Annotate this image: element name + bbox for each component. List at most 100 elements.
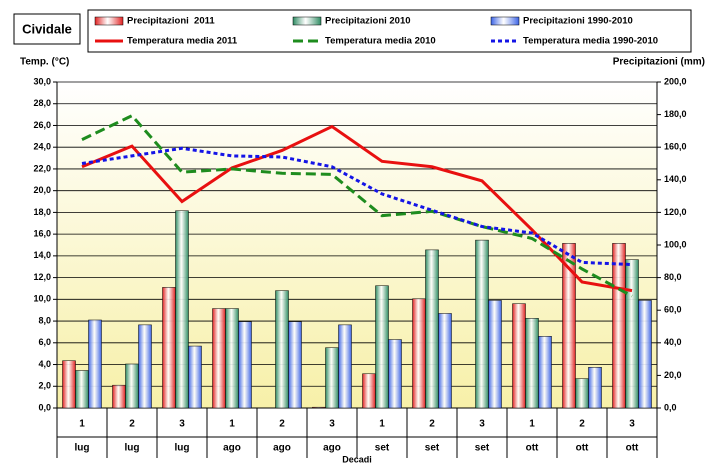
- legend-label: Temperatura media 1990-2010: [523, 36, 658, 47]
- legend-swatch: [490, 16, 520, 26]
- y-tick-label: 8,0: [38, 315, 51, 325]
- y-tick-label: 20,0: [33, 185, 51, 195]
- y-tick-label: 22,0: [33, 163, 51, 173]
- y-tick-label: 16,0: [33, 229, 51, 239]
- x-group-label: lug: [175, 443, 190, 454]
- bar: [162, 287, 176, 409]
- y-tick-label: 30,0: [33, 76, 51, 86]
- x-group-label: ago: [323, 443, 341, 454]
- y-tick-label: 24,0: [33, 142, 51, 152]
- legend-label: Precipitazioni 1990-2010: [523, 16, 633, 27]
- y2-tick-label: 200,0: [664, 76, 687, 86]
- y-tick-label: 14,0: [33, 250, 51, 260]
- bar: [275, 290, 289, 409]
- y-tick-label: 28,0: [33, 98, 51, 108]
- legend-box: [87, 9, 692, 53]
- plot-area: [57, 82, 657, 408]
- bar: [312, 406, 326, 409]
- bar: [362, 373, 376, 409]
- x-tick-label: 3: [479, 419, 485, 430]
- x-group-label: ago: [223, 443, 241, 454]
- y2-tick-label: 120,0: [664, 207, 687, 217]
- bar: [138, 324, 152, 409]
- legend-label: Temperatura media 2011: [127, 36, 238, 47]
- x-tick-label: 3: [629, 419, 635, 430]
- bar: [238, 321, 252, 409]
- legend-label: Temperatura media 2010: [325, 36, 436, 47]
- x-tick-label: 2: [579, 419, 585, 430]
- legend-swatch: [292, 16, 322, 26]
- x-group-label: lug: [75, 443, 90, 454]
- y2-tick-label: 140,0: [664, 174, 687, 184]
- bar: [212, 308, 226, 409]
- bar: [112, 384, 126, 409]
- x-group-label: lug: [125, 443, 140, 454]
- x-tick-label: 3: [329, 419, 335, 430]
- bar: [562, 243, 576, 409]
- y-tick-label: 18,0: [33, 207, 51, 217]
- y2-tick-label: 160,0: [664, 142, 687, 152]
- x-group-label: ott: [626, 443, 639, 454]
- line: [81, 146, 633, 267]
- bar: [525, 318, 539, 409]
- bar: [188, 345, 202, 409]
- bar: [588, 367, 602, 409]
- x-tick-label: 1: [79, 419, 85, 430]
- y-tick-label: 10,0: [33, 294, 51, 304]
- y-tick-label: 12,0: [33, 272, 51, 282]
- bar: [388, 339, 402, 409]
- bar: [512, 303, 526, 409]
- title-box: [13, 13, 81, 45]
- x-tick-label: 2: [279, 419, 285, 430]
- chart-title: Cividale: [22, 21, 72, 36]
- x-group-label: set: [425, 443, 440, 454]
- y-tick-label: 2,0: [38, 381, 51, 391]
- x-tick-label: 2: [129, 419, 135, 430]
- bar: [175, 210, 189, 409]
- x-axis-label: Decadi: [342, 454, 372, 464]
- y2-axis-label: Precipitazioni (mm): [613, 57, 705, 68]
- bar: [125, 363, 139, 409]
- bar: [62, 360, 76, 409]
- bar: [538, 336, 552, 409]
- bar: [88, 319, 102, 409]
- y-tick-label: 4,0: [38, 359, 51, 369]
- x-tick-label: 3: [179, 419, 185, 430]
- bar: [638, 300, 652, 409]
- bar: [575, 378, 589, 409]
- x-tick-label: 1: [529, 419, 535, 430]
- y2-tick-label: 80,0: [664, 272, 682, 282]
- x-tick-label: 2: [429, 419, 435, 430]
- y2-tick-label: 20,0: [664, 370, 682, 380]
- bar: [338, 324, 352, 409]
- bar: [625, 259, 639, 409]
- bar: [412, 298, 426, 409]
- bar: [225, 308, 239, 409]
- bar: [438, 313, 452, 409]
- x-group-label: set: [375, 443, 390, 454]
- bar: [325, 347, 339, 409]
- bar: [488, 300, 502, 409]
- y-axis-label: Temp. (°C): [20, 57, 69, 68]
- line: [81, 124, 633, 293]
- bar: [612, 243, 626, 409]
- y2-tick-label: 40,0: [664, 337, 682, 347]
- x-tick-label: 1: [229, 419, 235, 430]
- bar: [475, 239, 489, 409]
- x-group-label: ott: [576, 443, 589, 454]
- bar: [75, 370, 89, 409]
- y-tick-label: 6,0: [38, 337, 51, 347]
- y2-tick-label: 100,0: [664, 239, 687, 249]
- legend-label: Precipitazioni 2010: [325, 16, 411, 27]
- legend-swatch: [94, 16, 124, 26]
- y2-tick-label: 0,0: [664, 402, 677, 412]
- bar: [288, 321, 302, 409]
- y2-tick-label: 180,0: [664, 109, 687, 119]
- bar: [425, 249, 439, 409]
- legend-label: Precipitazioni 2011: [127, 16, 215, 27]
- x-tick-label: 1: [379, 419, 385, 430]
- x-group-label: ott: [526, 443, 539, 454]
- bar: [375, 285, 389, 409]
- x-group-label: ago: [273, 443, 291, 454]
- x-group-label: set: [475, 443, 490, 454]
